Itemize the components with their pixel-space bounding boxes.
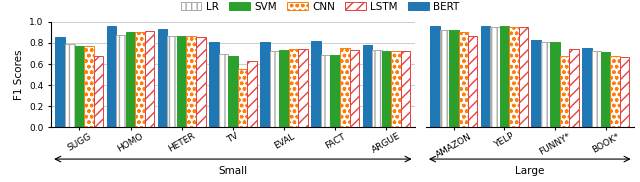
Bar <box>56 37 65 127</box>
Bar <box>468 35 477 127</box>
Bar <box>401 51 410 127</box>
Bar <box>75 46 84 127</box>
Bar <box>531 40 541 127</box>
Bar <box>84 46 93 127</box>
Bar <box>311 41 321 127</box>
Bar <box>125 32 135 127</box>
Bar <box>430 26 440 127</box>
Bar <box>186 35 196 127</box>
Bar <box>449 30 458 127</box>
Bar <box>168 35 177 127</box>
Bar <box>145 31 154 127</box>
Bar <box>490 27 500 127</box>
Bar <box>391 51 401 127</box>
Bar <box>260 42 269 127</box>
Bar <box>518 27 528 127</box>
Bar <box>458 32 468 127</box>
Bar <box>135 32 145 127</box>
Bar <box>228 56 237 127</box>
Bar <box>218 54 228 127</box>
Bar <box>298 49 308 127</box>
Bar <box>116 35 125 127</box>
Bar <box>209 42 218 127</box>
Bar <box>330 55 340 127</box>
Bar <box>541 42 550 127</box>
Bar <box>247 61 257 127</box>
Bar <box>321 55 330 127</box>
Bar <box>500 26 509 127</box>
Y-axis label: F1 Scores: F1 Scores <box>13 49 24 100</box>
Bar <box>340 48 349 127</box>
Bar <box>601 52 611 127</box>
Bar <box>620 57 629 127</box>
Bar <box>611 56 620 127</box>
Bar <box>550 42 560 127</box>
Bar <box>349 50 359 127</box>
Bar <box>158 29 168 127</box>
Bar <box>65 44 75 127</box>
Bar <box>381 51 391 127</box>
Bar <box>440 30 449 127</box>
Bar <box>591 51 601 127</box>
Bar <box>372 50 381 127</box>
Text: Large: Large <box>515 167 545 177</box>
Bar <box>269 51 279 127</box>
Bar <box>570 49 579 127</box>
Bar <box>289 49 298 127</box>
Bar <box>196 37 205 127</box>
Bar <box>237 69 247 127</box>
Bar <box>362 45 372 127</box>
Bar <box>582 48 591 127</box>
Text: Small: Small <box>218 167 248 177</box>
Bar <box>107 26 116 127</box>
Legend: LR, SVM, CNN, LSTM, BERT: LR, SVM, CNN, LSTM, BERT <box>180 2 460 12</box>
Bar <box>279 50 289 127</box>
Bar <box>509 27 518 127</box>
Bar <box>481 26 490 127</box>
Bar <box>177 35 186 127</box>
Bar <box>560 56 570 127</box>
Bar <box>93 56 103 127</box>
